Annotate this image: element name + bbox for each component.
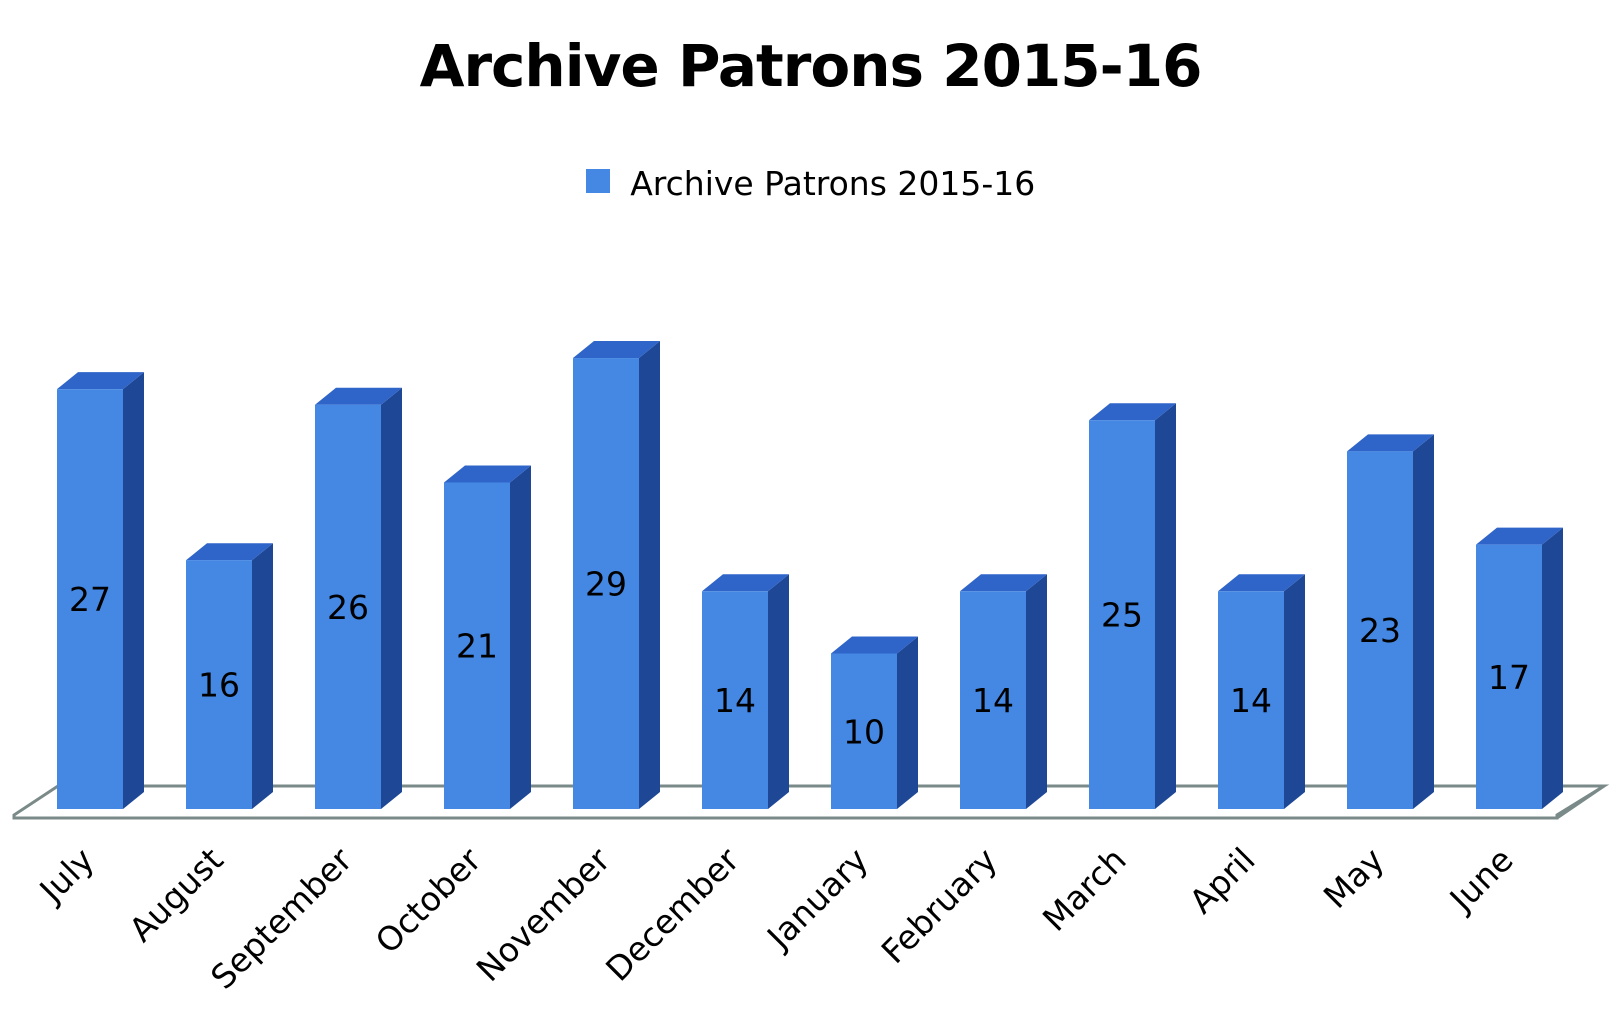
bar-side [1026, 574, 1047, 809]
bar-side [510, 465, 531, 809]
bar-september [315, 387, 402, 809]
bar-top [315, 387, 402, 405]
x-tick-label: July [31, 840, 102, 911]
bar-side [1542, 527, 1563, 809]
bar-side [768, 574, 789, 809]
bar-side [123, 372, 144, 809]
x-tick-label: December [598, 840, 747, 989]
bar-top [702, 574, 789, 592]
legend-label: Archive Patrons 2015-16 [630, 164, 1036, 203]
x-tick-label: June [1441, 840, 1521, 920]
data-label: 10 [843, 712, 885, 751]
data-label: 26 [327, 588, 369, 627]
bar-october [444, 465, 531, 809]
bar-august [186, 543, 273, 809]
bar-april [1218, 574, 1305, 809]
bar-top [57, 372, 144, 390]
data-label: 17 [1488, 658, 1530, 697]
bar-december [702, 574, 789, 809]
bar-top [573, 341, 660, 359]
x-tick-label: August [121, 840, 230, 949]
bar-top [1218, 574, 1305, 592]
bar-top [1476, 527, 1563, 545]
bar-top [960, 574, 1047, 592]
bar-front [1347, 451, 1413, 809]
bar-may [1347, 434, 1434, 809]
x-tick-label: October [368, 840, 489, 961]
bar-february [960, 574, 1047, 809]
bar-side [639, 341, 660, 809]
bar-side [1284, 574, 1305, 809]
data-label: 16 [198, 666, 240, 705]
x-tick-label: November [469, 840, 618, 989]
data-label: 21 [456, 627, 498, 666]
bar-front [444, 482, 510, 809]
bar-january [831, 636, 918, 809]
bar-november [573, 341, 660, 809]
x-tick-label: April [1182, 840, 1263, 921]
bar-front [57, 389, 123, 809]
bar-front [1476, 544, 1542, 809]
bar-top [186, 543, 273, 561]
bar-side [381, 387, 402, 809]
bar-june [1476, 527, 1563, 809]
data-label: 14 [1230, 681, 1272, 720]
chart-title: Archive Patrons 2015-16 [419, 32, 1203, 100]
bar-front [573, 358, 639, 809]
x-tick-label: September [203, 840, 360, 997]
data-label: 14 [714, 681, 756, 720]
bar-top [1089, 403, 1176, 421]
bar-side [1413, 434, 1434, 809]
legend-swatch [585, 168, 610, 193]
data-label: 29 [585, 565, 627, 604]
bar-top [1347, 434, 1434, 452]
data-label: 27 [69, 580, 111, 619]
bar-front [1218, 591, 1284, 809]
bar-front [831, 653, 897, 809]
legend: Archive Patrons 2015-16 [0, 162, 1621, 203]
data-label: 14 [972, 681, 1014, 720]
bar-front [1089, 420, 1155, 809]
bar-march [1089, 403, 1176, 809]
x-tick-label: March [1035, 840, 1134, 939]
bar-front [960, 591, 1026, 809]
bar-side [252, 543, 273, 809]
data-label: 23 [1359, 611, 1401, 650]
bar-july [57, 372, 144, 809]
bar-top [831, 636, 918, 654]
bar-top [444, 465, 531, 483]
x-tick-label: February [874, 840, 1005, 971]
floor-right-edge [1556, 784, 1605, 820]
bar-front [315, 404, 381, 809]
x-tick-label: May [1316, 840, 1392, 916]
bar-front [186, 560, 252, 809]
bar-side [1155, 403, 1176, 809]
bar-side [897, 636, 918, 809]
bar-front [702, 591, 768, 809]
x-tick-label: January [758, 840, 875, 957]
data-label: 25 [1101, 596, 1143, 635]
